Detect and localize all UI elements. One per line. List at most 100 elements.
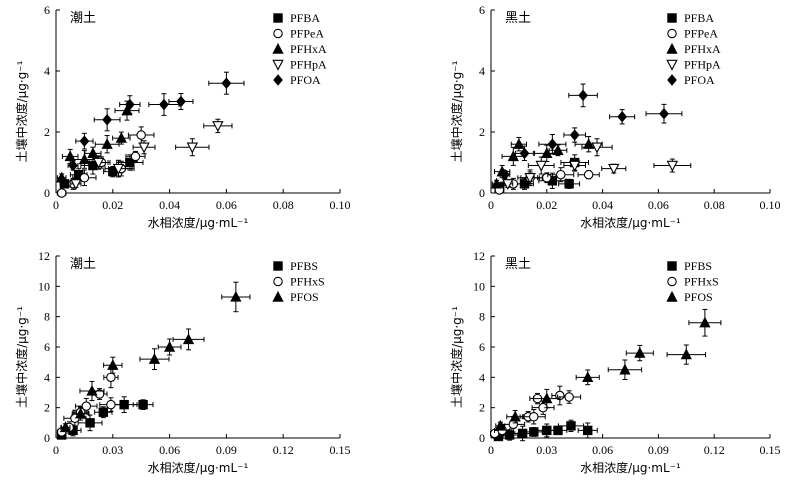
legend-marker bbox=[272, 59, 284, 71]
data-point bbox=[634, 346, 646, 358]
data-point bbox=[555, 169, 566, 180]
series-pfoa bbox=[67, 71, 245, 172]
data-point bbox=[56, 171, 68, 183]
y-axis-title: 土壤中浓度/μg·g⁻¹ bbox=[14, 60, 29, 162]
legend-label: PFHxS bbox=[684, 275, 719, 289]
data-point bbox=[56, 188, 67, 198]
x-tick-label: 0 bbox=[53, 198, 59, 212]
legend-label: PFHxA bbox=[290, 42, 327, 56]
data-point bbox=[86, 384, 98, 396]
data-point bbox=[699, 316, 711, 328]
data-point bbox=[68, 159, 78, 172]
legend-marker bbox=[667, 13, 677, 23]
y-tick-label: 4 bbox=[44, 370, 50, 384]
data-point bbox=[617, 110, 627, 123]
legend-entry-pfba: PFBA bbox=[273, 11, 320, 25]
series-pfoa bbox=[499, 83, 683, 181]
y-tick-label: 6 bbox=[479, 3, 485, 17]
data-point bbox=[566, 421, 576, 431]
y-tick-label: 4 bbox=[479, 370, 485, 384]
legend-entry-pfoa: PFOA bbox=[667, 73, 715, 87]
panel-title: 潮土 bbox=[70, 257, 96, 272]
legend-marker bbox=[273, 74, 283, 86]
data-point bbox=[138, 399, 148, 410]
data-point bbox=[115, 132, 127, 143]
data-point bbox=[112, 163, 125, 175]
data-point bbox=[59, 421, 72, 433]
data-point bbox=[552, 144, 564, 155]
legend-entry-pfhpa: PFHpA bbox=[666, 58, 721, 72]
y-axis-title: 土壤中浓度/μg·g⁻¹ bbox=[449, 306, 464, 408]
data-point bbox=[85, 418, 95, 428]
chart-panel-3: 0 0.03 0.06 0.09 0.12 0.15 0 2 4 6 8 10 12 潮土水相浓度/μg·… bbox=[14, 249, 351, 475]
x-tick-label: 0.06 bbox=[592, 443, 613, 457]
data-point bbox=[186, 142, 199, 154]
y-tick-label: 2 bbox=[44, 401, 50, 415]
data-point bbox=[102, 114, 112, 126]
legend-label: PFOS bbox=[684, 290, 713, 304]
y-tick-label: 6 bbox=[44, 3, 50, 17]
y-tick-label: 2 bbox=[479, 125, 485, 139]
series-pfbs bbox=[493, 419, 598, 442]
data-point bbox=[583, 425, 593, 436]
legend-label: PFOS bbox=[290, 290, 319, 304]
y-axis-title: 土壤中浓度/μg·g⁻¹ bbox=[449, 60, 464, 162]
data-point bbox=[490, 177, 503, 189]
legend-label: PFHxS bbox=[290, 275, 325, 289]
data-point bbox=[582, 371, 594, 383]
x-tick-label: 0.06 bbox=[159, 443, 180, 457]
data-point bbox=[494, 419, 506, 431]
legend-entry-pfpea: PFPeA bbox=[273, 27, 324, 41]
data-point bbox=[70, 179, 82, 191]
data-point bbox=[583, 169, 594, 180]
data-point bbox=[182, 333, 195, 345]
legend-marker bbox=[273, 13, 283, 23]
panel-title: 潮土 bbox=[70, 11, 96, 26]
data-point bbox=[507, 150, 519, 162]
y-tick-label: 6 bbox=[44, 340, 50, 354]
data-point bbox=[578, 89, 588, 102]
data-point bbox=[517, 428, 528, 439]
chart-panel-4: 0 0.03 0.06 0.09 0.12 0.15 0 2 4 6 8 10 12 黑土水相浓度/μg·… bbox=[449, 249, 781, 475]
legend-marker bbox=[273, 28, 283, 39]
legend-marker bbox=[272, 42, 284, 54]
legend-label: PFBS bbox=[290, 259, 318, 273]
data-point bbox=[176, 95, 186, 108]
legend-label: PFPeA bbox=[290, 27, 324, 41]
y-tick-label: 10 bbox=[473, 279, 485, 293]
x-tick-label: 0.03 bbox=[102, 443, 123, 457]
data-point bbox=[221, 77, 232, 89]
legend-marker bbox=[667, 28, 677, 39]
legend-marker bbox=[273, 276, 283, 287]
legend-label: PFHxA bbox=[684, 42, 721, 56]
x-tick-label: 0.09 bbox=[216, 443, 237, 457]
legend-entry-pfhxs: PFHxS bbox=[667, 275, 719, 289]
data-point bbox=[148, 353, 161, 364]
x-axis-title: 水相浓度/μg·mL⁻¹ bbox=[148, 215, 249, 230]
data-point bbox=[81, 401, 92, 411]
data-point bbox=[569, 129, 580, 141]
x-tick-label: 0.02 bbox=[536, 198, 557, 212]
data-point bbox=[98, 407, 109, 417]
x-tick-label: 0.12 bbox=[704, 443, 725, 457]
data-point bbox=[529, 427, 539, 437]
panel-title: 黑土 bbox=[505, 257, 531, 272]
y-tick-label: 8 bbox=[479, 310, 485, 324]
y-tick-label: 12 bbox=[38, 249, 50, 263]
y-tick-label: 10 bbox=[38, 279, 50, 293]
x-tick-label: 0.04 bbox=[159, 198, 180, 212]
x-tick-label: 0.04 bbox=[592, 198, 613, 212]
data-point bbox=[124, 98, 135, 111]
data-point bbox=[659, 107, 669, 120]
series-pfos bbox=[494, 308, 722, 431]
legend-entry-pfoa: PFOA bbox=[273, 73, 321, 87]
y-tick-label: 0 bbox=[479, 431, 485, 445]
panel-title: 黑土 bbox=[505, 11, 531, 26]
y-tick-label: 6 bbox=[479, 340, 485, 354]
data-point bbox=[535, 160, 547, 172]
data-point bbox=[78, 153, 91, 165]
series-pfhxa bbox=[56, 100, 140, 183]
series-pfhpa bbox=[70, 118, 233, 191]
